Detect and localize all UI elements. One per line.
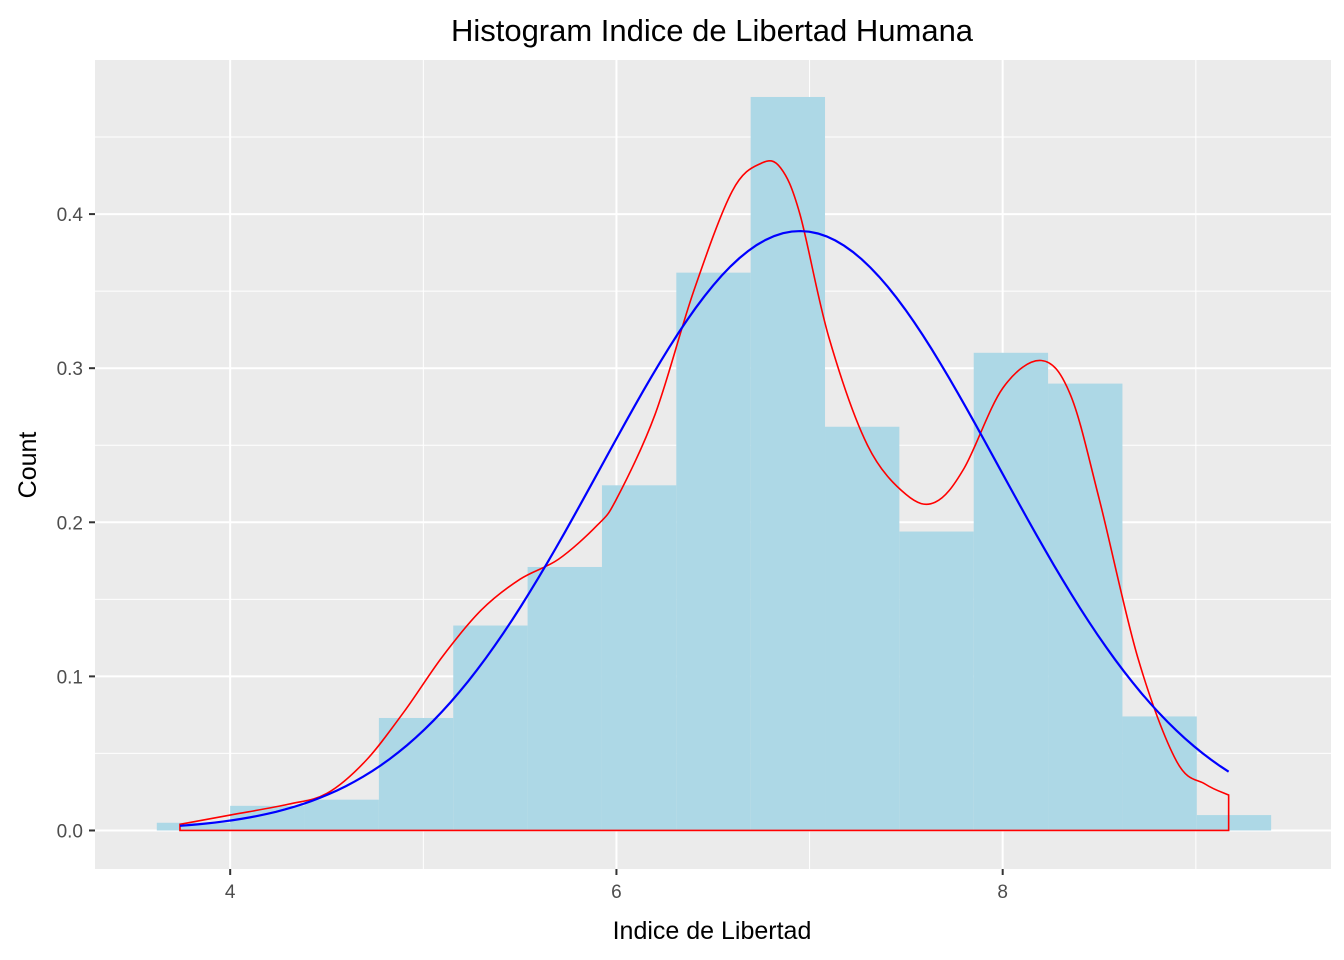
- histogram-bar: [973, 352, 1049, 831]
- histogram-bar: [825, 426, 900, 831]
- histogram-bar: [1196, 815, 1272, 831]
- y-tick-label: 0.3: [57, 359, 83, 380]
- histogram-bar: [527, 566, 602, 831]
- histogram-bar: [899, 531, 974, 831]
- x-axis: 4 6 8: [225, 869, 1008, 903]
- x-tick-label: 8: [997, 882, 1008, 903]
- histogram-bar: [304, 799, 379, 831]
- x-axis-title: Indice de Libertad: [613, 917, 812, 945]
- histogram-bar: [601, 485, 677, 831]
- y-axis: 0.0 0.1 0.2 0.3 0.4: [57, 205, 95, 842]
- histogram-bars: [156, 96, 1272, 831]
- chart-title: Histogram Indice de Libertad Humana: [451, 13, 974, 48]
- histogram-bar: [750, 96, 826, 831]
- y-tick-label: 0.0: [57, 821, 83, 842]
- histogram-bar: [156, 822, 231, 831]
- normal-curve: [179, 229, 1230, 827]
- y-axis-title: Count: [14, 432, 42, 499]
- density-curve: [179, 159, 1230, 832]
- histogram-bar: [378, 717, 454, 831]
- y-tick-label: 0.1: [57, 667, 83, 688]
- histogram-bar: [453, 625, 528, 831]
- x-tick-label: 4: [225, 882, 236, 903]
- y-tick-label: 0.4: [57, 205, 84, 226]
- x-tick-label: 6: [611, 882, 622, 903]
- histogram-bar: [1048, 383, 1123, 831]
- histogram-bar: [676, 272, 751, 831]
- y-tick-label: 0.2: [57, 513, 83, 534]
